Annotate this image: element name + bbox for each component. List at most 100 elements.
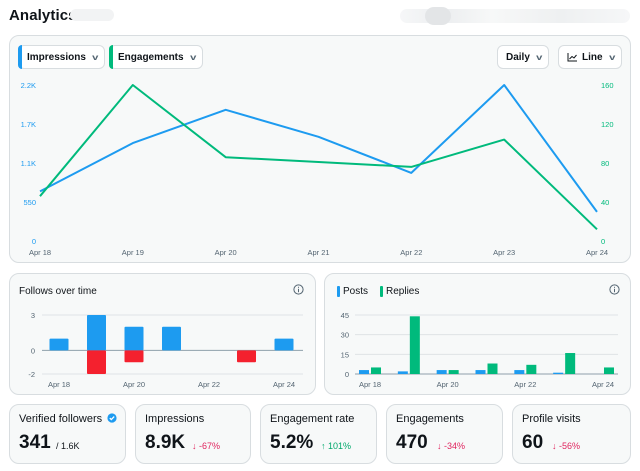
stat-change: ↓ -34% (437, 441, 466, 451)
x-tick-label: Apr 18 (29, 248, 51, 257)
info-icon[interactable] (293, 284, 304, 295)
blurred-header-controls (400, 9, 630, 23)
stat-total: / 1.6K (56, 441, 80, 451)
stat-label: Verified followers (19, 413, 117, 425)
y-tick-right: 40 (601, 198, 609, 207)
stat-value: 5.2% (270, 432, 314, 453)
replies-swatch (380, 286, 383, 297)
bar-replies (371, 367, 381, 374)
x-tick-label: Apr 24 (592, 380, 614, 389)
x-tick-label: Apr 24 (273, 380, 295, 389)
x-tick-label: Apr 18 (359, 380, 381, 389)
y-tick-right: 160 (601, 81, 614, 90)
x-tick-label: Apr 20 (215, 248, 237, 257)
y-tick-left: 1.1K (21, 159, 36, 168)
series-line-engagements (39, 84, 598, 231)
stat-value: 470 (396, 432, 428, 453)
line-chart-icon (559, 52, 577, 62)
chevron-down-icon: v (92, 52, 99, 62)
bar-follows (124, 326, 144, 351)
stat-value: 341 (19, 432, 51, 453)
stat-label: Engagements (396, 413, 464, 425)
stat-card-verified-followers[interactable]: Verified followers 341 / 1.6K (9, 404, 126, 464)
y-tick-right: 0 (601, 237, 605, 246)
stat-label: Impressions (145, 413, 205, 425)
stat-label: Profile visits (522, 413, 581, 425)
y-tick-label: 0 (31, 346, 35, 355)
bar-follows (49, 338, 69, 351)
stat-value: 60 (522, 432, 544, 453)
info-icon[interactable] (609, 284, 620, 295)
interval-label: Daily (506, 51, 530, 63)
x-tick-label: Apr 22 (514, 380, 536, 389)
bar-follows (87, 315, 106, 351)
metric1-select[interactable]: Impressions v (18, 45, 106, 69)
chevron-down-icon: v (608, 52, 615, 62)
bar-posts (475, 370, 486, 374)
y-tick-left: 550 (23, 198, 36, 207)
posts-replies-card: Posts Replies 45 30 15 0 Apr 18 Apr 20 Apr 22 A… (324, 273, 631, 395)
stat-change: ↓ -56% (552, 441, 581, 451)
y-tick-label: 15 (341, 350, 349, 359)
bar-replies (448, 370, 459, 374)
metric2-select[interactable]: Engagements v (109, 45, 204, 69)
stat-card-engagements[interactable]: Engagements 470 ↓ -34% (386, 404, 503, 464)
y-tick-left: 0 (32, 237, 36, 246)
metric2-label: Engagements (118, 51, 184, 63)
stat-change: ↑ 101% (321, 441, 352, 451)
verified-badge-icon (107, 413, 117, 423)
y-tick-left: 1.7K (21, 120, 36, 129)
x-tick-label: Apr 22 (400, 248, 422, 257)
interval-select[interactable]: Daily v (497, 45, 550, 69)
y-tick-right: 120 (601, 120, 614, 129)
y-tick-label: 3 (31, 311, 35, 320)
follows-card: Follows over time 3 0 -2 Apr 18 Apr 20 Apr 22… (9, 273, 316, 395)
y-tick-label: 30 (341, 331, 349, 340)
stat-card-profile-visits[interactable]: Profile visits 60 ↓ -56% (512, 404, 631, 464)
x-tick-label: Apr 20 (123, 380, 145, 389)
bar-follows (274, 338, 294, 351)
y-tick-right: 80 (601, 159, 609, 168)
bar-posts (514, 370, 525, 374)
bar-posts (397, 371, 408, 374)
y-tick-label: -2 (28, 370, 35, 379)
chart-type-label: Line (582, 51, 603, 63)
x-tick-label: Apr 21 (307, 248, 329, 257)
bar-posts (436, 370, 447, 374)
y-tick-label: 45 (341, 311, 349, 320)
legend-replies-label: Replies (386, 286, 420, 297)
posts-swatch (337, 286, 340, 297)
series-line-impressions (39, 84, 598, 213)
bar-replies (409, 316, 420, 374)
chart-type-select[interactable]: Line v (558, 45, 623, 69)
main-chart-card: Impressions v Engagements v Daily v Line… (9, 35, 631, 263)
stat-card-engagement-rate[interactable]: Engagement rate 5.2% ↑ 101% (260, 404, 377, 464)
bar-replies (526, 364, 537, 374)
bar-posts (553, 372, 564, 374)
x-tick-label: Apr 19 (122, 248, 144, 257)
stat-value: 8.9K (145, 432, 186, 453)
y-tick-label: 0 (345, 370, 349, 379)
x-tick-label: Apr 18 (48, 380, 70, 389)
follows-bar-chart: 3 0 -2 Apr 18 Apr 20 Apr 22 Apr 24 (28, 311, 303, 389)
bar-posts (359, 370, 369, 374)
stat-card-impressions[interactable]: Impressions 8.9K ↓ -67% (135, 404, 251, 464)
chevron-down-icon: v (536, 52, 543, 62)
main-line-chart: 0 550 1.1K 1.7K 2.2K 0 40 80 120 160 Apr 18 Apr 19 A… (21, 81, 614, 257)
x-tick-label: Apr 22 (198, 380, 220, 389)
metric1-label: Impressions (27, 51, 86, 63)
legend-posts[interactable]: Posts (337, 286, 368, 297)
follows-title: Follows over time (19, 286, 97, 297)
metric2-color-bar (109, 45, 113, 69)
bar-replies (565, 353, 576, 374)
posts-replies-bar-chart: 45 30 15 0 Apr 18 Apr 20 Apr 22 Apr 24 (341, 311, 618, 389)
legend-replies[interactable]: Replies (380, 286, 419, 297)
stat-label: Engagement rate (270, 413, 355, 425)
metric1-color-bar (18, 45, 22, 69)
bar-unfollows (124, 350, 144, 363)
blurred-header-element (70, 9, 114, 21)
bar-replies (487, 363, 498, 374)
page-title: Analytics (9, 7, 77, 24)
y-tick-left: 2.2K (21, 81, 36, 90)
blurred-header-pill (425, 7, 451, 25)
